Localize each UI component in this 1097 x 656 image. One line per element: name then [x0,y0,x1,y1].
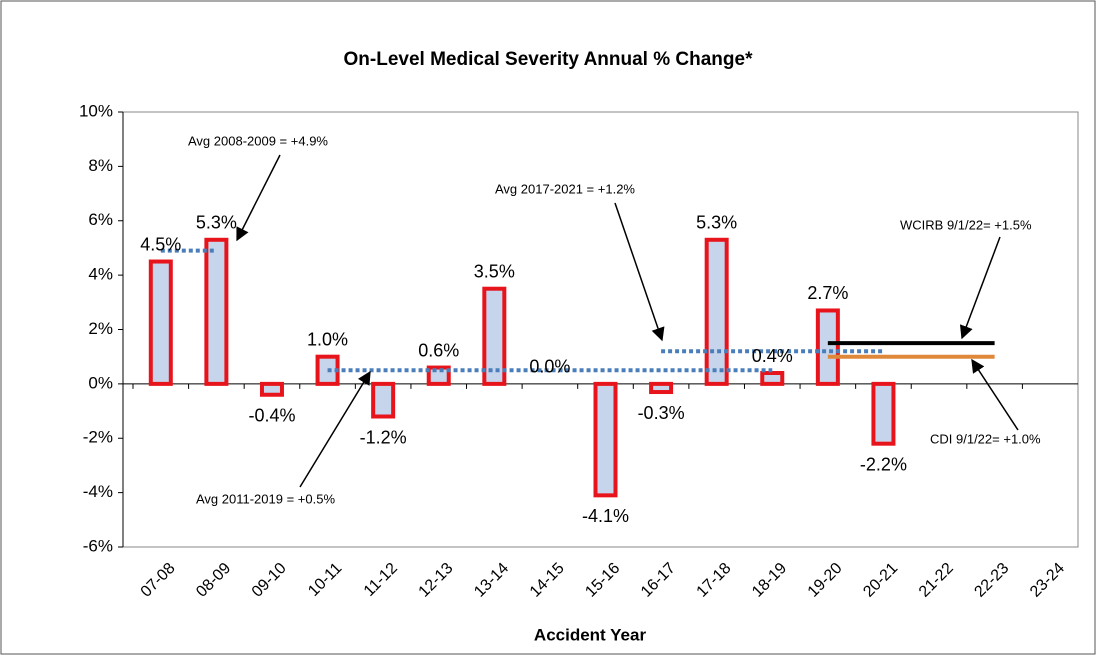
chart-title: On-Level Medical Severity Annual % Chang… [344,49,754,70]
data-label: -0.3% [638,403,685,423]
bar [204,237,229,386]
data-label: 0.6% [418,340,459,360]
annotation: WCIRB 9/1/22= +1.5% [900,217,1032,232]
annotation-arrow [971,358,1019,431]
y-tick-label: 8% [88,156,113,175]
y-tick-label: -4% [83,482,113,501]
annotation: CDI 9/1/22= +1.0% [930,431,1041,446]
bar [649,381,674,395]
annotation-arrow [614,202,665,342]
bar [815,308,840,386]
y-tick-label: 6% [88,210,113,229]
data-label: 3.5% [474,261,515,281]
annotation-arrow [236,154,281,242]
bar [704,237,729,386]
annotation: Avg 2017-2021 = +1.2% [495,181,635,196]
y-tick-label: -2% [83,428,113,447]
bar [426,365,451,386]
data-label: 1.0% [307,329,348,349]
y-tick-label: -6% [83,536,113,555]
bar [760,371,785,386]
bar [482,286,507,386]
data-label: 5.3% [196,213,237,233]
data-label: -0.4% [248,406,295,426]
bar [148,259,173,386]
y-tick-label: 4% [88,265,113,284]
x-axis-title: Accident Year [534,625,647,644]
annotation: Avg 2011-2019 = +0.5% [196,491,335,506]
data-label: 4.5% [140,234,181,254]
annotation-arrow [299,370,371,488]
bar [871,381,896,446]
data-label: -2.2% [860,454,907,474]
data-label: -1.2% [360,427,407,447]
bar [371,381,396,419]
y-tick-label: 10% [79,101,113,120]
data-label: 2.7% [807,283,848,303]
data-label: -4.1% [582,506,629,526]
bar [593,381,618,498]
bar [259,381,284,397]
data-label: 0.4% [752,346,793,366]
y-tick-label: 0% [88,373,113,392]
data-label: 0.0% [529,357,570,377]
annotation-arrow [959,236,1001,340]
annotation: Avg 2008-2009 = +4.9% [188,133,328,148]
data-label: 5.3% [696,213,737,233]
y-tick-label: 2% [88,319,113,338]
